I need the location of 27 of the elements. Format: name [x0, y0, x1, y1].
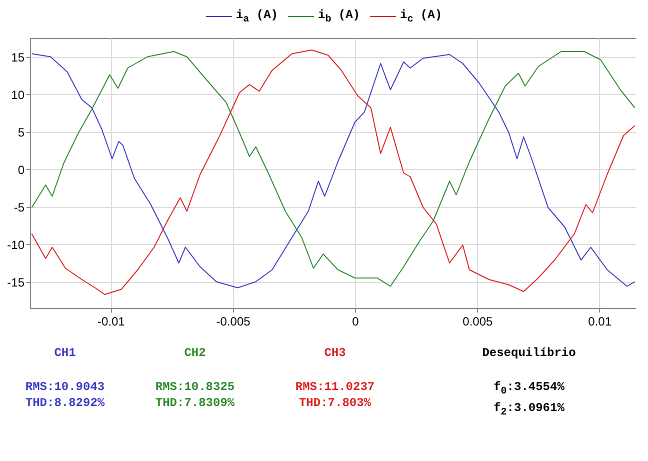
text: THD:8.8292% [24, 395, 106, 411]
text: RMS:11.0237 [294, 379, 376, 395]
y-tick-label: 0 [18, 162, 25, 177]
y-tick-label: 15 [11, 50, 25, 64]
y-tick-label: -15 [7, 275, 25, 290]
text: f$_{2}$:3.0961% [492, 400, 566, 421]
y-tick-label: -5 [14, 200, 25, 214]
text: f$_{0}$:3.4554% [492, 379, 566, 400]
legend-label: i$_{b}$ (A) [318, 8, 360, 26]
text: Desequilíbrio [481, 345, 577, 361]
text: THD:7.8309% [154, 395, 236, 411]
text: THD:7.803% [298, 395, 372, 411]
legend-label: i$_{c}$ (A) [400, 8, 442, 26]
x-tick-label: -0.005 [216, 314, 251, 328]
text: RMS:10.8325 [154, 379, 236, 395]
x-tick-label: 0 [352, 314, 360, 328]
text: RMS:10.9043 [24, 379, 106, 395]
legend-label: i$_{a}$ (A) [236, 8, 278, 26]
x-tick-label: 0.005 [462, 314, 494, 328]
text: CH3 [323, 345, 347, 361]
text: CH2 [183, 345, 207, 361]
text: CH1 [53, 345, 77, 361]
y-tick-label: 5 [18, 125, 25, 140]
y-tick-label: 10 [11, 88, 25, 102]
y-tick-label: -10 [7, 238, 25, 252]
x-tick-label: 0.01 [588, 314, 612, 328]
x-tick-label: -0.01 [97, 314, 126, 328]
